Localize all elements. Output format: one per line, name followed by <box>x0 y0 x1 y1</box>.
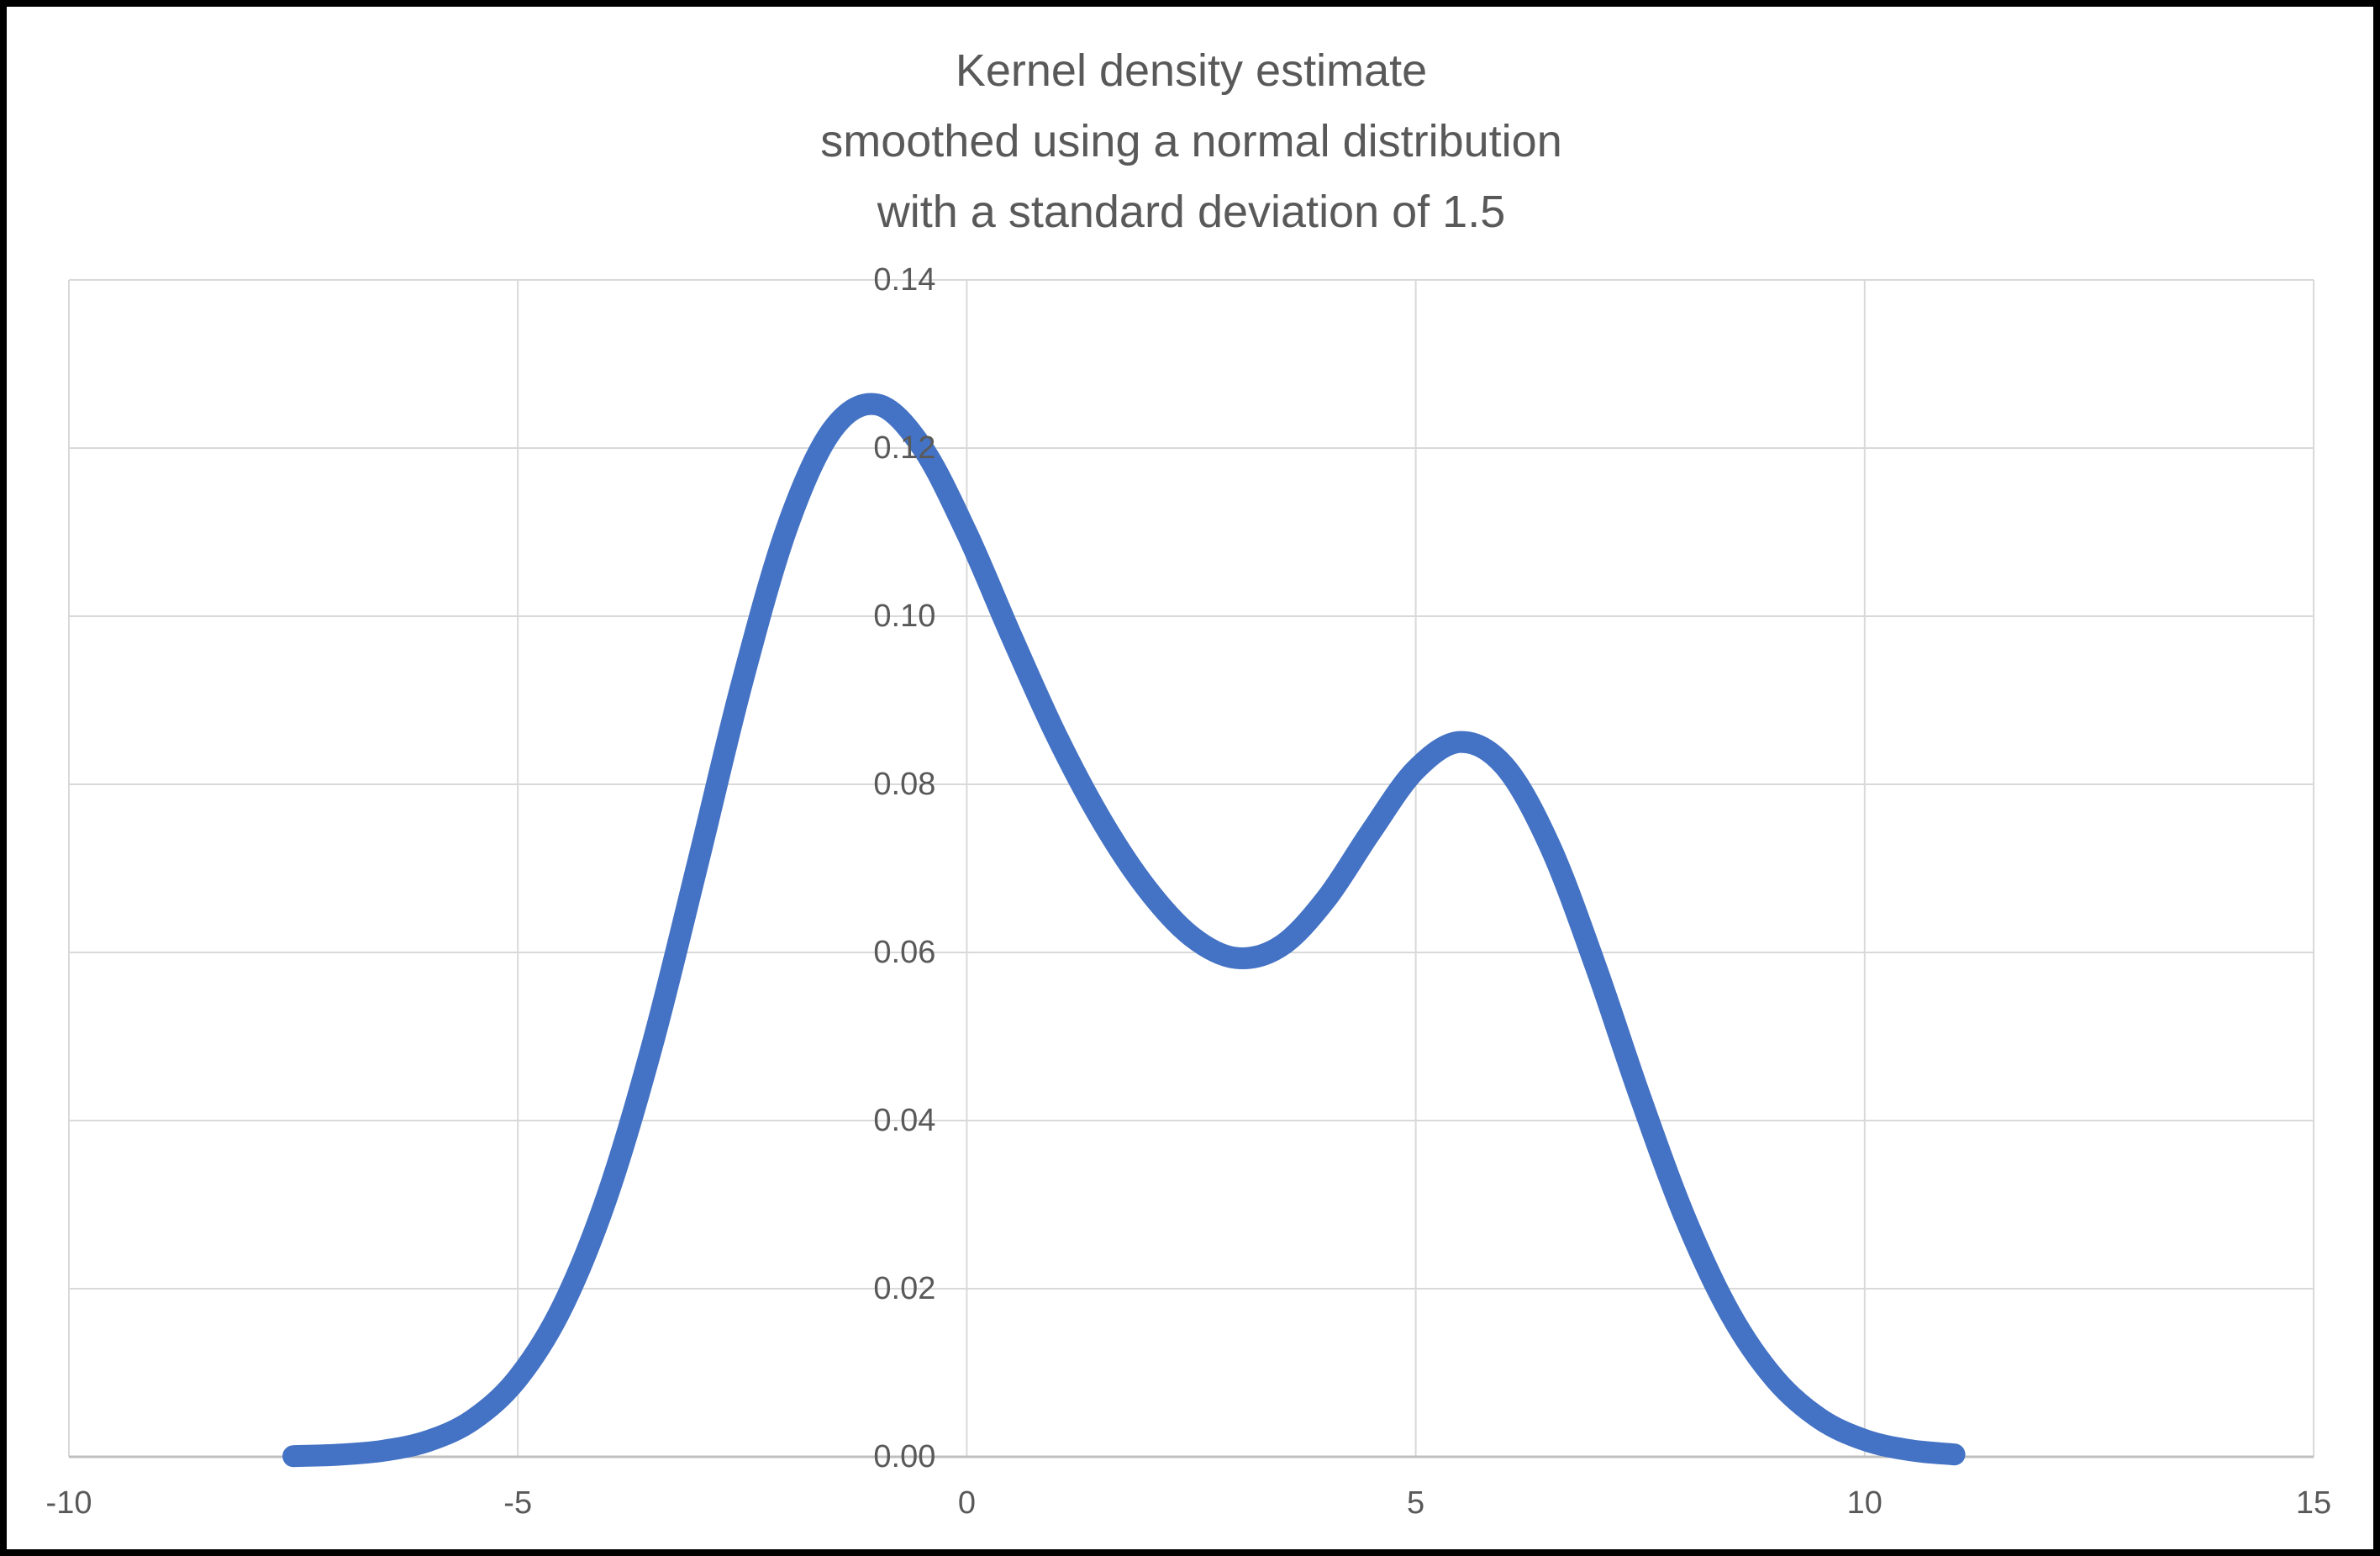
y-tick-label: 0.02 <box>873 1271 936 1306</box>
x-tick-label: 0 <box>957 1485 976 1521</box>
kde-curve <box>282 393 1966 1468</box>
chart-title-line-1: Kernel density estimate <box>955 45 1428 96</box>
x-tick-label: 5 <box>1407 1485 1425 1521</box>
y-tick-label: 0.12 <box>873 430 936 466</box>
x-tick-label: 15 <box>2295 1485 2332 1521</box>
y-tick-label: 0.00 <box>873 1439 936 1474</box>
chart-title-line-3: with a standard deviation of 1.5 <box>877 187 1506 237</box>
x-tick-label: -10 <box>45 1485 92 1521</box>
y-tick-label: 0.10 <box>873 599 936 634</box>
y-tick-label: 0.14 <box>873 262 936 298</box>
x-tick-label: -5 <box>503 1485 533 1521</box>
y-tick-label: 0.06 <box>873 935 936 970</box>
y-tick-label: 0.04 <box>873 1103 936 1138</box>
y-tick-label: 0.08 <box>873 767 936 802</box>
chart-title-line-2: smoothed using a normal distribution <box>820 116 1562 166</box>
chart-title: Kernel density estimate smoothed using a… <box>69 35 2314 247</box>
x-tick-label: 10 <box>1846 1485 1882 1521</box>
